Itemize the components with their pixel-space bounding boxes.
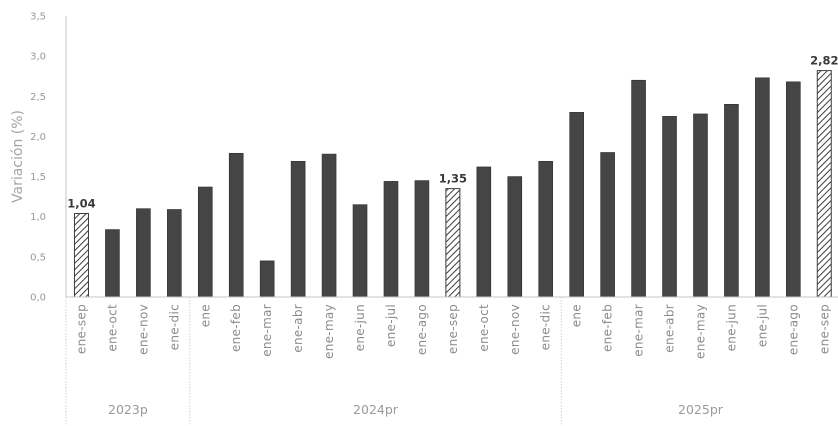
- bar: [352, 204, 368, 298]
- x-tick-label: ene-jul: [384, 304, 398, 347]
- y-tick-label: 2,5: [30, 92, 46, 103]
- y-tick-label: 3,5: [30, 12, 46, 23]
- data-label: 1,35: [439, 172, 467, 186]
- x-tick-label: ene: [198, 304, 212, 327]
- x-tick-label: ene-feb: [601, 304, 615, 352]
- x-tick-label: ene-jun: [353, 304, 367, 351]
- bar: [538, 161, 554, 298]
- bar: [136, 208, 151, 298]
- x-tick-label: ene-oct: [477, 304, 491, 352]
- y-tick-label: 0,0: [30, 293, 46, 304]
- x-tick-label: ene-feb: [229, 304, 243, 352]
- data-labels: 1,04 1,35 2,82: [67, 54, 838, 211]
- x-tick-label: ene-mar: [632, 304, 646, 357]
- bar: [73, 213, 89, 298]
- y-axis: 0,0 0,5 1,0 1,5 2,0 2,5 3,0 3,5 Variación (%): [10, 12, 67, 304]
- x-tick-label: ene-sep: [74, 304, 88, 354]
- bar: [631, 79, 646, 298]
- bar: [445, 188, 461, 298]
- x-tick-label: ene-jun: [724, 304, 738, 351]
- bar: [167, 209, 182, 298]
- group-label: 2024pr: [353, 402, 399, 417]
- y-tick-label: 3,0: [30, 52, 46, 63]
- x-tick-label: ene-abr: [291, 304, 305, 353]
- x-tick-label: ene-may: [322, 304, 336, 359]
- bar: [290, 161, 306, 298]
- y-tick-label: 2,0: [30, 132, 46, 143]
- bar: [259, 260, 275, 298]
- x-tick-label: ene-sep: [446, 304, 460, 354]
- x-tick-label: ene-nov: [136, 304, 150, 355]
- bar: [755, 77, 770, 298]
- bar: [414, 180, 430, 298]
- group-label: 2023p: [108, 402, 148, 417]
- y-tick-label: 0,5: [30, 252, 46, 263]
- bar: [600, 152, 615, 298]
- y-axis-title: Variación (%): [10, 110, 26, 203]
- x-tick-label: ene-ago: [786, 304, 800, 355]
- bars: [73, 70, 832, 298]
- y-tick-label: 1,0: [30, 212, 46, 223]
- data-label: 1,04: [67, 197, 95, 211]
- group-label: 2025pr: [678, 402, 724, 417]
- x-tick-label: ene-oct: [105, 304, 119, 352]
- bar: [105, 229, 120, 298]
- bar: [507, 176, 523, 298]
- x-tick-label: ene-abr: [663, 304, 677, 353]
- x-tick-label: ene-sep: [817, 304, 831, 354]
- bar: [321, 153, 337, 298]
- x-tick-label: ene-nov: [508, 304, 522, 355]
- bar: [476, 166, 492, 298]
- data-label: 2,82: [810, 54, 838, 68]
- bar: [569, 112, 584, 298]
- x-tick-label: ene-mar: [260, 304, 274, 357]
- x-tick-label: ene: [570, 304, 584, 327]
- y-tick-label: 1,5: [30, 172, 46, 183]
- x-tick-label: ene-dic: [167, 304, 181, 350]
- x-tick-label: ene-ago: [415, 304, 429, 355]
- x-tick-label: ene-jul: [755, 304, 769, 347]
- bar: [693, 113, 708, 298]
- x-axis: ene-sep ene-oct ene-nov ene-dic 2023p ene ene-…: [65, 296, 838, 426]
- bar: [816, 70, 832, 298]
- x-tick-label: ene-may: [693, 304, 707, 359]
- bar: [724, 104, 739, 298]
- bar: [786, 81, 801, 298]
- bar: [197, 186, 213, 298]
- x-tick-label: ene-dic: [539, 304, 553, 350]
- bar: [228, 152, 244, 298]
- bar: [383, 181, 399, 298]
- bar: [662, 116, 677, 298]
